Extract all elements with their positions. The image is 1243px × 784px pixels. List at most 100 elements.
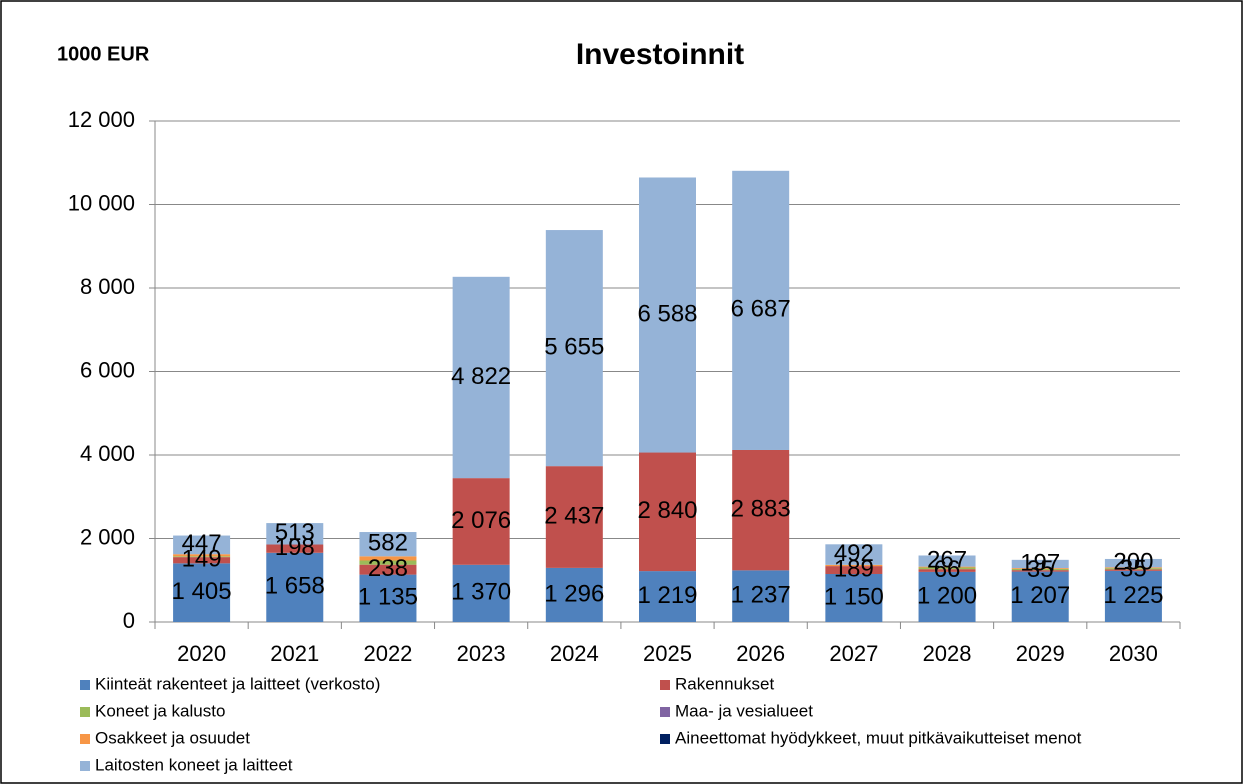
bar-segment: [266, 523, 324, 545]
data-label: 2 883: [731, 496, 791, 523]
x-tick-label: 2030: [1109, 641, 1158, 666]
bar-segment: [918, 569, 976, 572]
bar-segment: [452, 564, 510, 622]
bar-segment: [359, 532, 417, 557]
bar-segment: [173, 563, 231, 622]
bar-segment: [825, 573, 883, 622]
legend-label: Aineettomat hyödykkeet, muut pitkävaikut…: [675, 728, 1082, 747]
bar-segment: [1011, 570, 1069, 572]
y-tick-label: 12 000: [68, 107, 135, 132]
data-label: 200: [1113, 548, 1153, 575]
bar-segment: [1011, 571, 1069, 622]
bar-segment: [359, 574, 417, 622]
x-tick-label: 2027: [829, 641, 878, 666]
data-label: 1 237: [731, 582, 791, 609]
bar-segment: [639, 452, 696, 572]
bar-segment: [825, 544, 883, 565]
data-label: 2 437: [544, 502, 604, 529]
x-tick-label: 2029: [1016, 641, 1065, 666]
legend-label: Koneet ja kalusto: [95, 701, 225, 720]
bar-segment: [545, 230, 603, 467]
y-tick-label: 0: [123, 608, 135, 633]
bar-segment: [918, 567, 976, 570]
data-label: 1 370: [451, 579, 511, 606]
y-tick-label: 8 000: [80, 274, 135, 299]
x-tick-label: 2024: [550, 641, 599, 666]
data-label: 1 219: [637, 582, 697, 609]
bar-segment: [173, 557, 231, 564]
bar-segment: [452, 478, 510, 565]
data-label: 149: [182, 546, 222, 573]
data-label: 6 687: [731, 296, 791, 323]
bar-segment: [825, 566, 883, 574]
bar-segment: [173, 554, 231, 557]
y-tick-label: 4 000: [80, 441, 135, 466]
data-label: 447: [182, 530, 222, 557]
data-label: 1 135: [358, 584, 418, 611]
legend-swatch: [660, 734, 670, 744]
data-label: 2 840: [637, 497, 697, 524]
data-label: 35: [1027, 556, 1054, 583]
data-label: 582: [368, 530, 408, 557]
x-tick-label: 2023: [457, 641, 506, 666]
bar-segment: [825, 564, 883, 567]
x-tick-label: 2020: [177, 641, 226, 666]
x-tick-label: 2026: [736, 641, 785, 666]
bar-segment: [732, 449, 790, 571]
legend-label: Laitosten koneet ja laitteet: [95, 755, 293, 774]
bar-segment: [545, 466, 603, 568]
data-label: 1 200: [917, 582, 977, 609]
data-label: 1 296: [544, 580, 604, 607]
bar-segment: [266, 544, 324, 553]
data-label: 1 150: [824, 583, 884, 610]
bar-segment: [1104, 569, 1162, 571]
bar-segment: [1104, 567, 1162, 569]
y-tick-label: 6 000: [80, 357, 135, 382]
y-tick-label: 2 000: [80, 524, 135, 549]
data-label: 197: [1020, 549, 1060, 576]
bar-segment: [1104, 570, 1162, 622]
bar-segment: [359, 564, 417, 575]
legend-label: Maa- ja vesialueet: [675, 701, 813, 720]
bar-segment: [918, 571, 976, 622]
bar-segment: [639, 571, 696, 622]
x-tick-label: 2028: [923, 641, 972, 666]
data-label: 198: [275, 534, 315, 561]
legend-swatch: [660, 707, 670, 717]
data-label: 1 405: [172, 578, 232, 605]
legend-label: Kiinteät rakenteet ja laitteet (verkosto…: [95, 674, 380, 693]
data-label: 66: [934, 556, 961, 583]
legend-label: Rakennukset: [675, 674, 775, 693]
legend-label: Osakkeet ja osuudet: [95, 728, 250, 747]
bar-segment: [266, 552, 324, 622]
data-label: 4 822: [451, 363, 511, 390]
data-label: 35: [1120, 555, 1147, 582]
bar-segment: [452, 276, 510, 479]
legend-swatch: [80, 734, 90, 744]
bar-segment: [918, 555, 976, 567]
bar-segment: [173, 535, 231, 555]
chart-subtitle: 1000 EUR: [57, 43, 150, 65]
x-tick-label: 2021: [270, 641, 319, 666]
bar-segment: [1104, 558, 1162, 568]
bar-segment: [1011, 568, 1069, 569]
bar-segment: [359, 560, 417, 565]
bar-segment: [173, 556, 231, 558]
data-label: 492: [834, 540, 874, 567]
data-label: 6 588: [637, 300, 697, 327]
legend-swatch: [660, 680, 670, 690]
data-label: 513: [275, 519, 315, 546]
legend-swatch: [80, 707, 90, 717]
bar-segment: [545, 567, 603, 622]
bar-segment: [1011, 559, 1069, 569]
bar-segment: [639, 177, 696, 453]
legend-swatch: [80, 761, 90, 771]
data-label: 5 655: [544, 333, 604, 360]
chart-title: Investoinnit: [576, 38, 744, 71]
bar-segment: [1104, 568, 1162, 570]
data-label: 2 076: [451, 507, 511, 534]
bar-segment: [732, 170, 790, 450]
data-label: 267: [927, 546, 967, 573]
data-label: 1 207: [1010, 582, 1070, 609]
